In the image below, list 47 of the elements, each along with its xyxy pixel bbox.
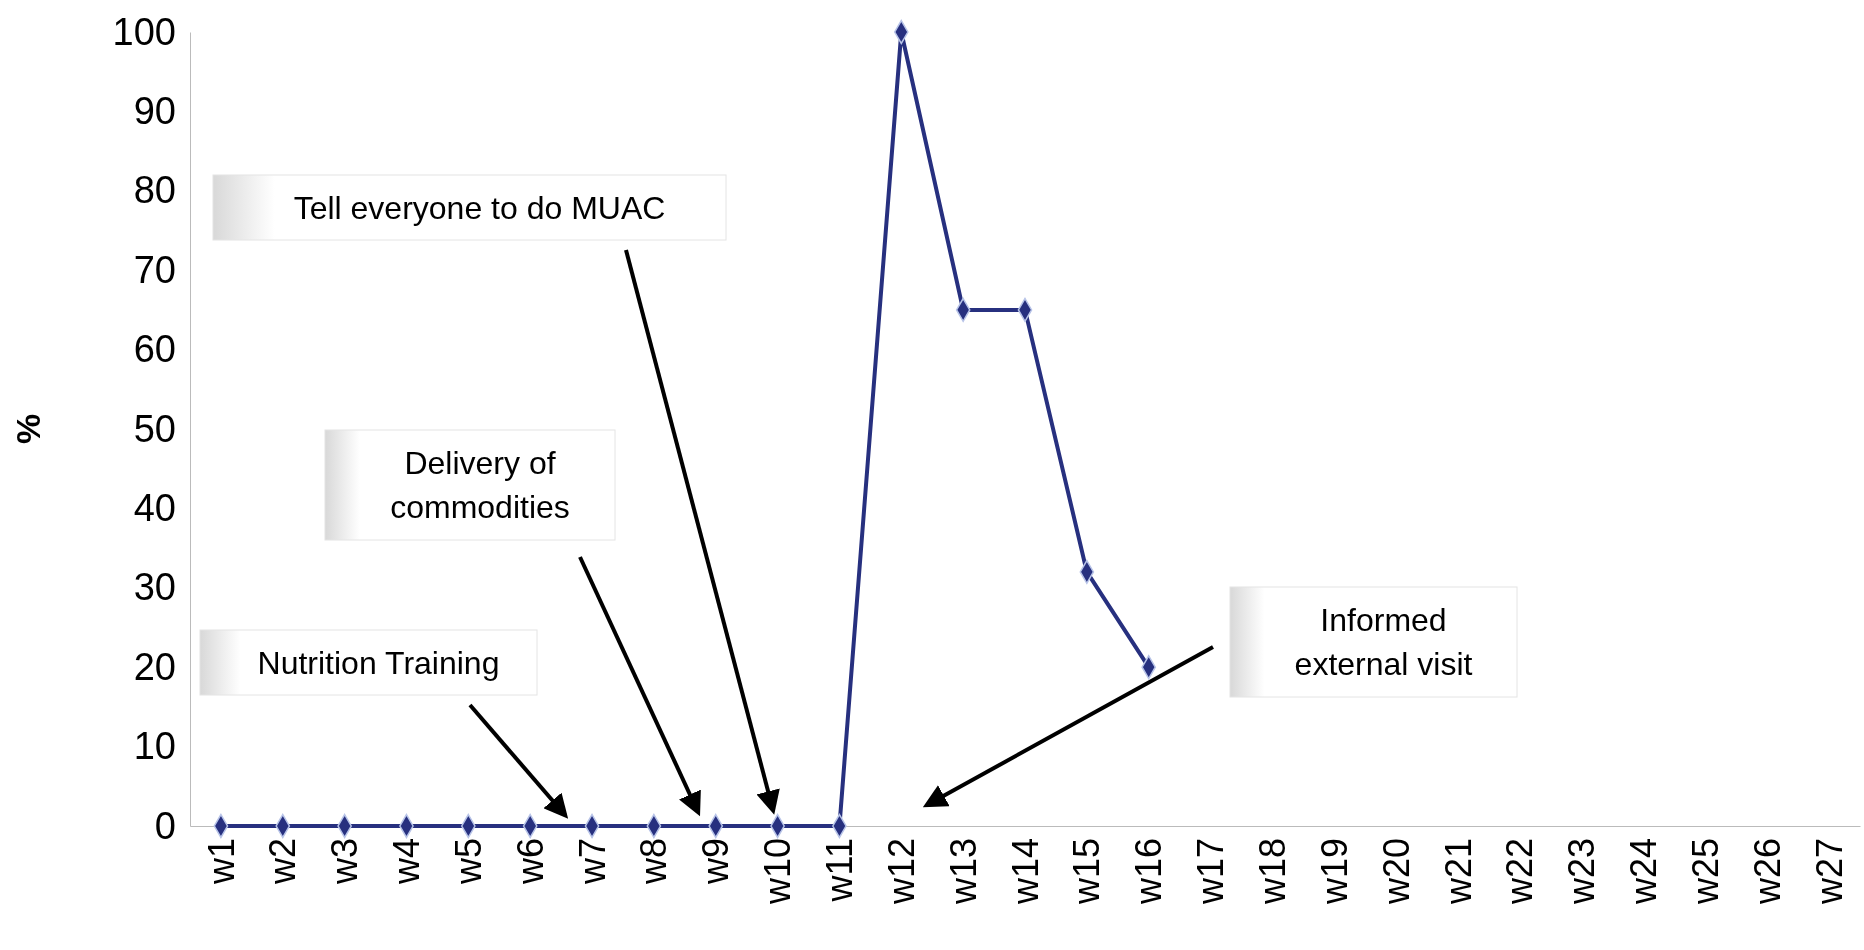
y-tick-label: 0 bbox=[154, 804, 176, 847]
x-tick-label: w8 bbox=[633, 838, 675, 886]
x-tick-label: w10 bbox=[757, 838, 799, 906]
x-tick-label: w27 bbox=[1808, 838, 1850, 906]
y-tick-label: 100 bbox=[112, 10, 176, 53]
annotation: Delivery of commodities bbox=[390, 445, 570, 525]
callout-box: Informed external visit bbox=[1229, 586, 1518, 698]
x-tick-label: w13 bbox=[942, 838, 984, 906]
y-tick-label: 40 bbox=[133, 487, 176, 530]
annotation: Tell everyone to do MUAC bbox=[293, 189, 666, 226]
callout-box: Delivery of commodities bbox=[324, 429, 616, 541]
y-tick-label: 20 bbox=[133, 645, 176, 688]
annotation: Nutrition Training bbox=[257, 644, 500, 681]
x-tick-label: w5 bbox=[447, 838, 489, 886]
x-tick-label: w14 bbox=[1004, 838, 1046, 906]
x-tick-label: w18 bbox=[1252, 838, 1294, 906]
x-tick-label: w11 bbox=[819, 838, 861, 903]
x-tick-label: w16 bbox=[1128, 838, 1170, 906]
x-tick-label: w3 bbox=[324, 838, 366, 886]
x-tick-label: w6 bbox=[509, 838, 551, 886]
callout-box: Tell everyone to do MUAC bbox=[212, 174, 727, 241]
annotation: Informed external visit bbox=[1294, 602, 1473, 682]
x-tick-label: w2 bbox=[262, 838, 304, 886]
y-axis-title: % bbox=[9, 413, 47, 445]
y-tick-label: 70 bbox=[133, 248, 176, 291]
callout-box: Nutrition Training bbox=[199, 629, 538, 696]
y-tick-label: 60 bbox=[133, 328, 176, 371]
x-tick-label: w26 bbox=[1746, 838, 1788, 906]
x-tick-label: w15 bbox=[1066, 838, 1108, 906]
x-tick-label: w19 bbox=[1313, 838, 1355, 906]
x-tick-label: w7 bbox=[571, 838, 613, 886]
x-tick-label: w23 bbox=[1561, 838, 1603, 906]
x-tick-label: w1 bbox=[200, 838, 242, 886]
x-tick-label: w4 bbox=[386, 838, 428, 886]
x-tick-label: w9 bbox=[695, 838, 737, 886]
x-tick-label: w12 bbox=[880, 838, 922, 906]
y-tick-label: 90 bbox=[133, 90, 176, 133]
y-tick-label: 80 bbox=[133, 169, 176, 212]
y-tick-label: 50 bbox=[133, 407, 176, 450]
y-tick-label: 10 bbox=[133, 725, 176, 768]
x-tick-label: w20 bbox=[1375, 838, 1417, 906]
x-tick-label: w21 bbox=[1437, 838, 1479, 906]
x-tick-label: w25 bbox=[1684, 838, 1726, 906]
y-tick-label: 30 bbox=[133, 566, 176, 609]
x-tick-label: w17 bbox=[1190, 838, 1232, 906]
x-tick-label: w22 bbox=[1499, 838, 1541, 906]
x-tick-label: w24 bbox=[1623, 838, 1665, 906]
